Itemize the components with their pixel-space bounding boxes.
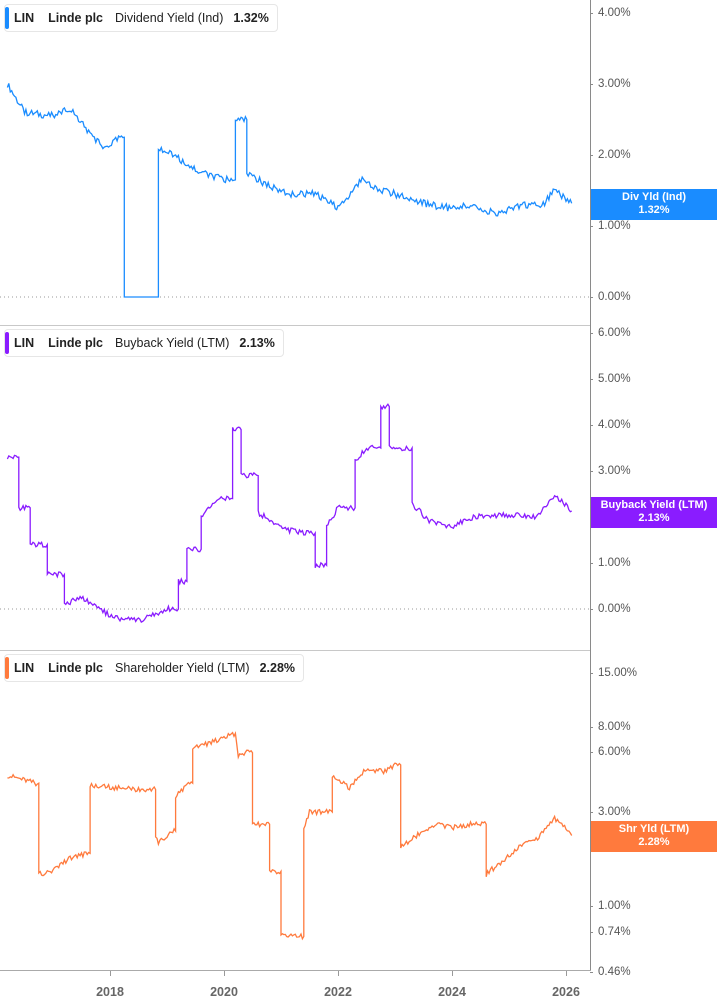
last-value-badge-dividend: Div Yld (Ind) 1.32% (591, 189, 717, 220)
y-tick-label: 8.00% (598, 721, 631, 733)
legend-value: 2.13% (239, 336, 275, 350)
last-value-badge-buyback: Buyback Yield (LTM) 2.13% (591, 497, 717, 528)
legend-metric: Buyback Yield (LTM) (115, 336, 230, 350)
legend-ticker: LIN (14, 336, 35, 350)
y-tick-label: 0.00% (598, 291, 631, 303)
buyback-yield-line (6, 403, 572, 623)
legend-buyback-yield[interactable]: LIN Linde plc Buyback Yield (LTM) 2.13% (4, 329, 284, 357)
y-tick-label: 0.74% (598, 926, 631, 938)
y-tick-label: 1.00% (598, 557, 631, 569)
y-tick-label: 0.46% (598, 966, 631, 978)
y-tick-label: 4.00% (598, 419, 631, 431)
x-tick-label: 2022 (324, 985, 352, 999)
x-tick-label: 2018 (96, 985, 124, 999)
legend-ticker: LIN (14, 661, 35, 675)
x-tick-label: 2026 (552, 985, 580, 999)
x-axis-line (0, 970, 591, 971)
badge-value: 2.28% (638, 836, 670, 848)
y-tick-label: 6.00% (598, 327, 631, 339)
badge-label: Shr Yld (LTM) (618, 823, 690, 835)
x-tick-label: 2020 (210, 985, 238, 999)
panel-divider (0, 325, 590, 326)
y-tick-label: 3.00% (598, 465, 631, 477)
y-tick-label: 0.00% (598, 603, 631, 615)
dividend-yield-line (6, 83, 573, 298)
last-value-badge-shareholder: Shr Yld (LTM) 2.28% (591, 821, 717, 852)
series-color-swatch (5, 657, 9, 679)
y-tick-label: 1.00% (598, 220, 631, 232)
badge-value: 1.32% (638, 204, 670, 216)
y-tick-label: 4.00% (598, 7, 631, 19)
x-tick-label: 2024 (438, 985, 466, 999)
legend-value: 1.32% (233, 11, 269, 25)
y-tick-label: 3.00% (598, 78, 631, 90)
y-tick-label: 6.00% (598, 746, 631, 758)
y-tick-label: 1.00% (598, 900, 631, 912)
shareholder-yield-line (7, 730, 573, 941)
legend-company: Linde plc (48, 661, 104, 675)
y-tick-label: 15.00% (598, 667, 638, 679)
panel-divider (0, 650, 590, 651)
legend-metric: Dividend Yield (Ind) (115, 11, 224, 25)
y-tick-label: 5.00% (598, 373, 631, 385)
legend-dividend-yield[interactable]: LIN Linde plc Dividend Yield (Ind) 1.32% (4, 4, 278, 32)
y-tick-label: 3.00% (598, 806, 631, 818)
series-color-swatch (5, 332, 9, 354)
legend-shareholder-yield[interactable]: LIN Linde plc Shareholder Yield (LTM) 2.… (4, 654, 305, 682)
legend-metric: Shareholder Yield (LTM) (115, 661, 250, 675)
series-color-swatch (5, 7, 9, 29)
badge-value: 2.13% (638, 512, 670, 524)
legend-ticker: LIN (14, 11, 35, 25)
y-axis-line (590, 0, 591, 971)
legend-company: Linde plc (48, 11, 104, 25)
y-tick-label: 2.00% (598, 149, 631, 161)
badge-label: Buyback Yield (LTM) (600, 499, 708, 511)
legend-value: 2.28% (259, 661, 296, 675)
legend-company: Linde plc (48, 336, 104, 350)
badge-label: Div Yld (Ind) (622, 191, 686, 203)
